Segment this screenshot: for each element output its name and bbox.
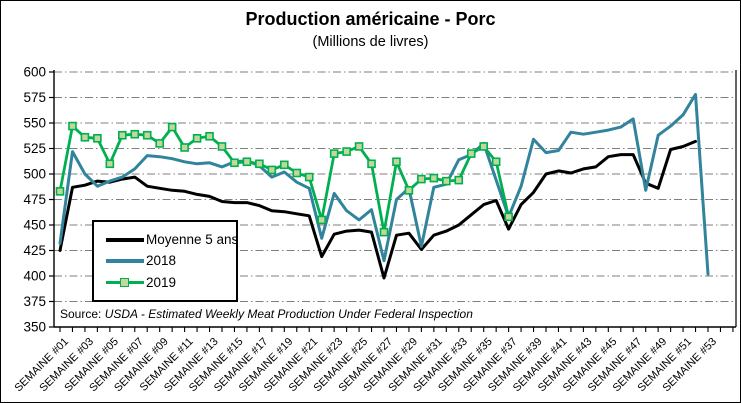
- series-marker: [454, 175, 464, 185]
- series-marker: [230, 158, 239, 168]
- series-marker: [417, 174, 426, 184]
- series-marker: [479, 142, 488, 151]
- y-axis-label: 550: [23, 116, 46, 131]
- series-marker: [155, 139, 164, 148]
- series-marker: [217, 142, 227, 151]
- y-axis-label: 525: [23, 141, 46, 156]
- y-axis-label: 350: [23, 320, 46, 335]
- legend-label: 2019: [146, 274, 177, 290]
- y-axis-label: 425: [23, 243, 46, 258]
- legend-line-swatch-2019: [106, 277, 144, 287]
- source-prefix: Source:: [60, 307, 105, 321]
- series-marker: [80, 132, 90, 142]
- source-note: Source: USDA - Estimated Weekly Meat Pro…: [60, 307, 473, 321]
- chart-title: Production américaine - Porc: [245, 9, 496, 29]
- series-marker: [242, 157, 252, 167]
- y-axis-label: 475: [23, 192, 46, 207]
- series-marker: [180, 143, 189, 152]
- series-marker: [93, 134, 102, 143]
- series-marker: [167, 122, 177, 132]
- y-axis-label: 400: [23, 269, 46, 284]
- series-marker: [342, 147, 351, 156]
- series-marker: [55, 187, 65, 196]
- series-marker: [354, 142, 364, 151]
- series-marker: [267, 165, 277, 175]
- series-marker: [68, 121, 77, 131]
- series-marker: [392, 157, 401, 167]
- series-marker: [118, 130, 127, 140]
- legend-line-swatch-moyenne: [106, 235, 144, 245]
- legend-item-2019: 2019: [106, 272, 226, 293]
- series-marker: [192, 134, 202, 143]
- y-axis-label: 575: [23, 90, 46, 105]
- series-marker: [292, 168, 302, 178]
- legend-line-swatch-2018: [106, 256, 144, 266]
- legend-label: 2018: [146, 253, 177, 269]
- series-marker: [442, 176, 451, 186]
- legend-label: Moyenne 5 ans: [146, 232, 239, 248]
- series-marker: [367, 159, 376, 169]
- series-line-2018: [58, 92, 710, 276]
- series-marker: [317, 215, 326, 225]
- series-marker: [379, 227, 389, 237]
- series-marker: [130, 129, 140, 139]
- legend: Moyenne 5 ans 2018 2019: [92, 220, 238, 302]
- series-marker: [429, 173, 439, 183]
- series-marker: [404, 186, 414, 195]
- series-marker: [329, 149, 339, 158]
- series-line-moyenne-5-ans: [58, 139, 697, 280]
- y-axis-label: 375: [23, 294, 46, 309]
- series-marker: [280, 160, 289, 170]
- source-text: USDA - Estimated Weekly Meat Production …: [104, 307, 473, 321]
- y-axis-label: 450: [23, 218, 46, 233]
- legend-item-moyenne-5-ans: Moyenne 5 ans: [106, 229, 238, 250]
- y-axis-label: 500: [23, 167, 46, 182]
- series-marker: [255, 159, 264, 169]
- series-marker: [466, 149, 476, 158]
- legend-item-2018: 2018: [106, 250, 226, 271]
- series-marker: [504, 212, 513, 222]
- series-marker: [105, 159, 115, 169]
- y-axis-label: 600: [23, 65, 46, 80]
- chart-subtitle: (Millions de livres): [312, 34, 429, 50]
- series-marker: [304, 172, 314, 182]
- series-marker: [142, 130, 152, 140]
- series-marker: [205, 131, 214, 141]
- series-marker: [491, 157, 501, 167]
